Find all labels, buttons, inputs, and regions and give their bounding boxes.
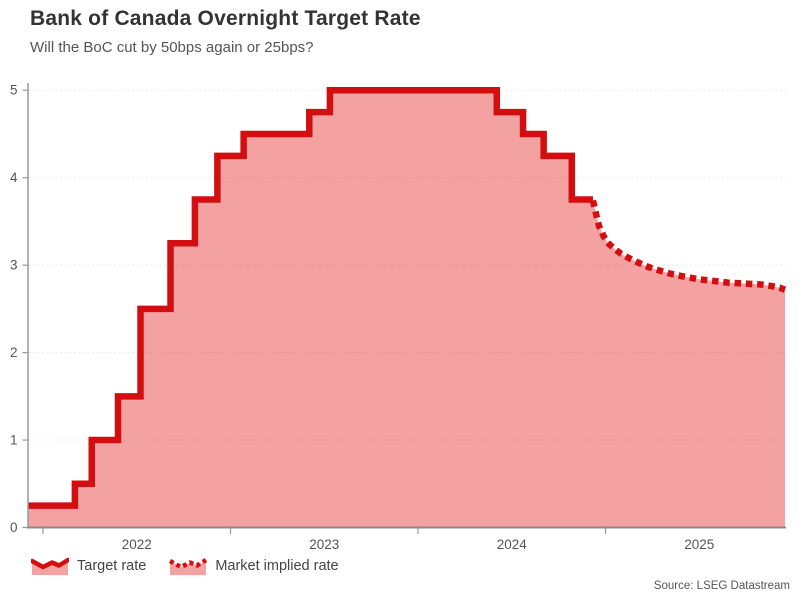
legend-label-target-rate: Target rate bbox=[77, 557, 147, 574]
x-axis-tick-label-2023: 2023 bbox=[309, 537, 339, 552]
target-rate-line bbox=[28, 86, 593, 509]
y-axis-tick-label-5: 5 bbox=[10, 83, 18, 98]
legend-item-target-rate: Target rate bbox=[31, 555, 146, 576]
legend-label-market-implied-rate: Market implied rate bbox=[215, 557, 339, 574]
y-axis-tick-label-0: 0 bbox=[10, 520, 18, 535]
legend: Target rate Market implied rate bbox=[31, 555, 339, 576]
y-axis-tick-label-3: 3 bbox=[10, 258, 18, 273]
dotted-line-area-icon bbox=[169, 558, 208, 575]
y-axis-tick-label-1: 1 bbox=[10, 433, 18, 448]
chart-title: Bank of Canada Overnight Target Rate bbox=[30, 7, 421, 30]
legend-item-market-implied-rate: Market implied rate bbox=[169, 555, 339, 576]
x-axis-tick-label-2025: 2025 bbox=[684, 537, 714, 552]
market-implied-rate-line bbox=[589, 199, 787, 293]
y-axis-tick-label-2: 2 bbox=[10, 345, 18, 360]
source-attribution: Source: LSEG Datastream bbox=[653, 580, 790, 592]
x-axis-tick-label-2022: 2022 bbox=[122, 537, 152, 552]
x-axis-tick-label-2024: 2024 bbox=[497, 537, 528, 552]
y-axis-tick-label-4: 4 bbox=[10, 170, 18, 185]
chart-subtitle: Will the BoC cut by 50bps again or 25bps… bbox=[30, 39, 314, 56]
wavy-line-area-icon bbox=[31, 557, 69, 575]
